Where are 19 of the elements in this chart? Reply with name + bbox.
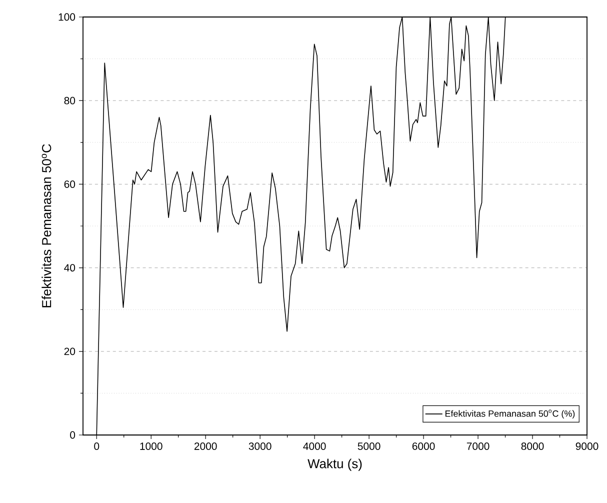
x-tick-label: 5000 [358,442,380,450]
legend-label: Efektivitas Pemanasan 50$^{o}$C (%) [445,410,575,419]
x-tick-label: 1000 [140,442,162,450]
x-tick-label: 2000 [194,442,217,450]
y-tick-label: 80 [64,96,76,104]
x-axis-title: Waktu (s) [308,458,362,471]
y-axis-title: Efektivitas Pemanasan 50$^{o}$C [42,144,52,308]
x-tick-label: 4000 [303,442,326,450]
y-tick-label: 100 [58,13,76,21]
y-tick-label: 40 [64,264,76,272]
x-tick-label: 9000 [576,442,598,450]
x-tick-label: 6000 [412,442,435,450]
y-tick-label: 0 [70,431,76,439]
x-tick-label: 3000 [248,442,272,450]
y-tick-label: 20 [64,348,76,356]
x-tick-label: 7000 [466,442,490,450]
x-tick-label: 0 [94,442,100,450]
x-tick-label: 8000 [521,442,544,450]
y-tick-label: 60 [64,180,76,188]
